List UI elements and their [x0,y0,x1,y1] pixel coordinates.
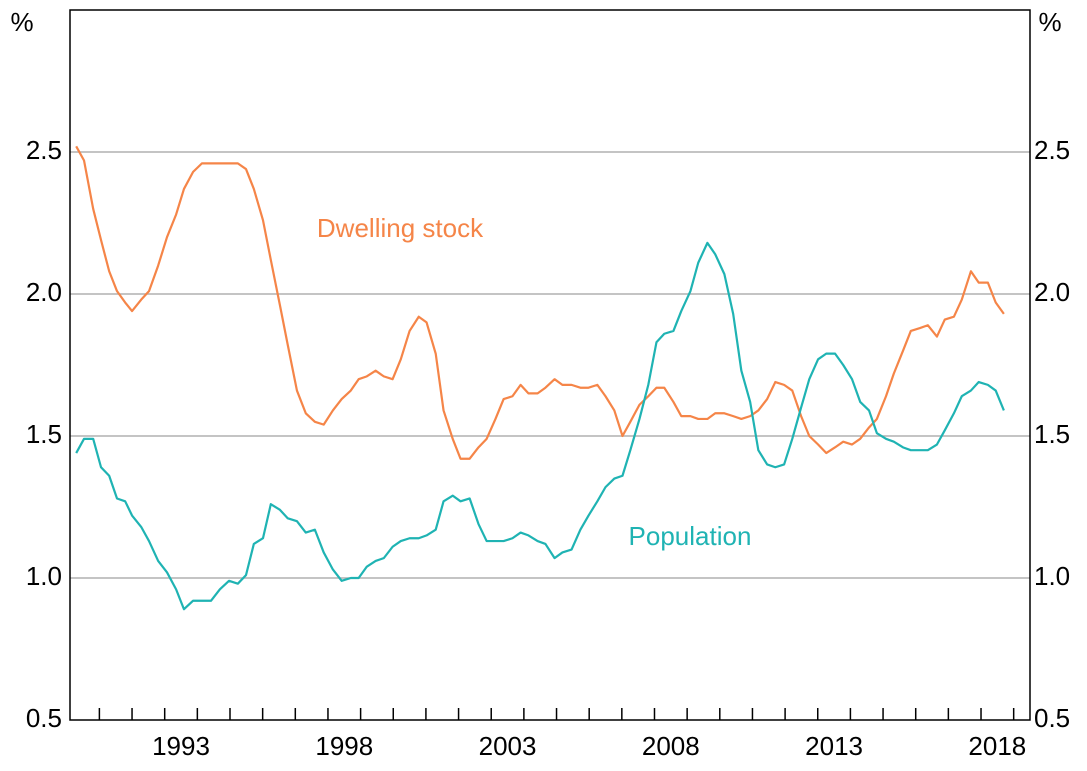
y2-tick-label: 2.5 [1034,135,1070,165]
y-tick-label: 0.5 [26,703,62,733]
x-tick-label: 1998 [315,731,373,761]
x-tick-label: 2008 [642,731,700,761]
y-tick-label: 2.5 [26,135,62,165]
series-line [75,145,1005,460]
y-tick-label: 1.0 [26,561,62,591]
y2-tick-label: 1.0 [1034,561,1070,591]
x-tick-label: 2018 [968,731,1026,761]
series-label: Population [629,521,752,551]
x-tick-label: 1993 [152,731,210,761]
x-tick-label: 2003 [479,731,537,761]
y2-tick-label: 2.0 [1034,277,1070,307]
series-label: Dwelling stock [317,213,484,243]
series-line [75,241,1005,611]
y2-tick-label: 0.5 [1034,703,1070,733]
y2-tick-label: 1.5 [1034,419,1070,449]
plot-frame [69,9,1031,721]
x-tick-label: 2013 [805,731,863,761]
y-unit-right: % [1038,7,1061,37]
y-unit-left: % [10,7,33,37]
y-tick-label: 2.0 [26,277,62,307]
y-tick-label: 1.5 [26,419,62,449]
